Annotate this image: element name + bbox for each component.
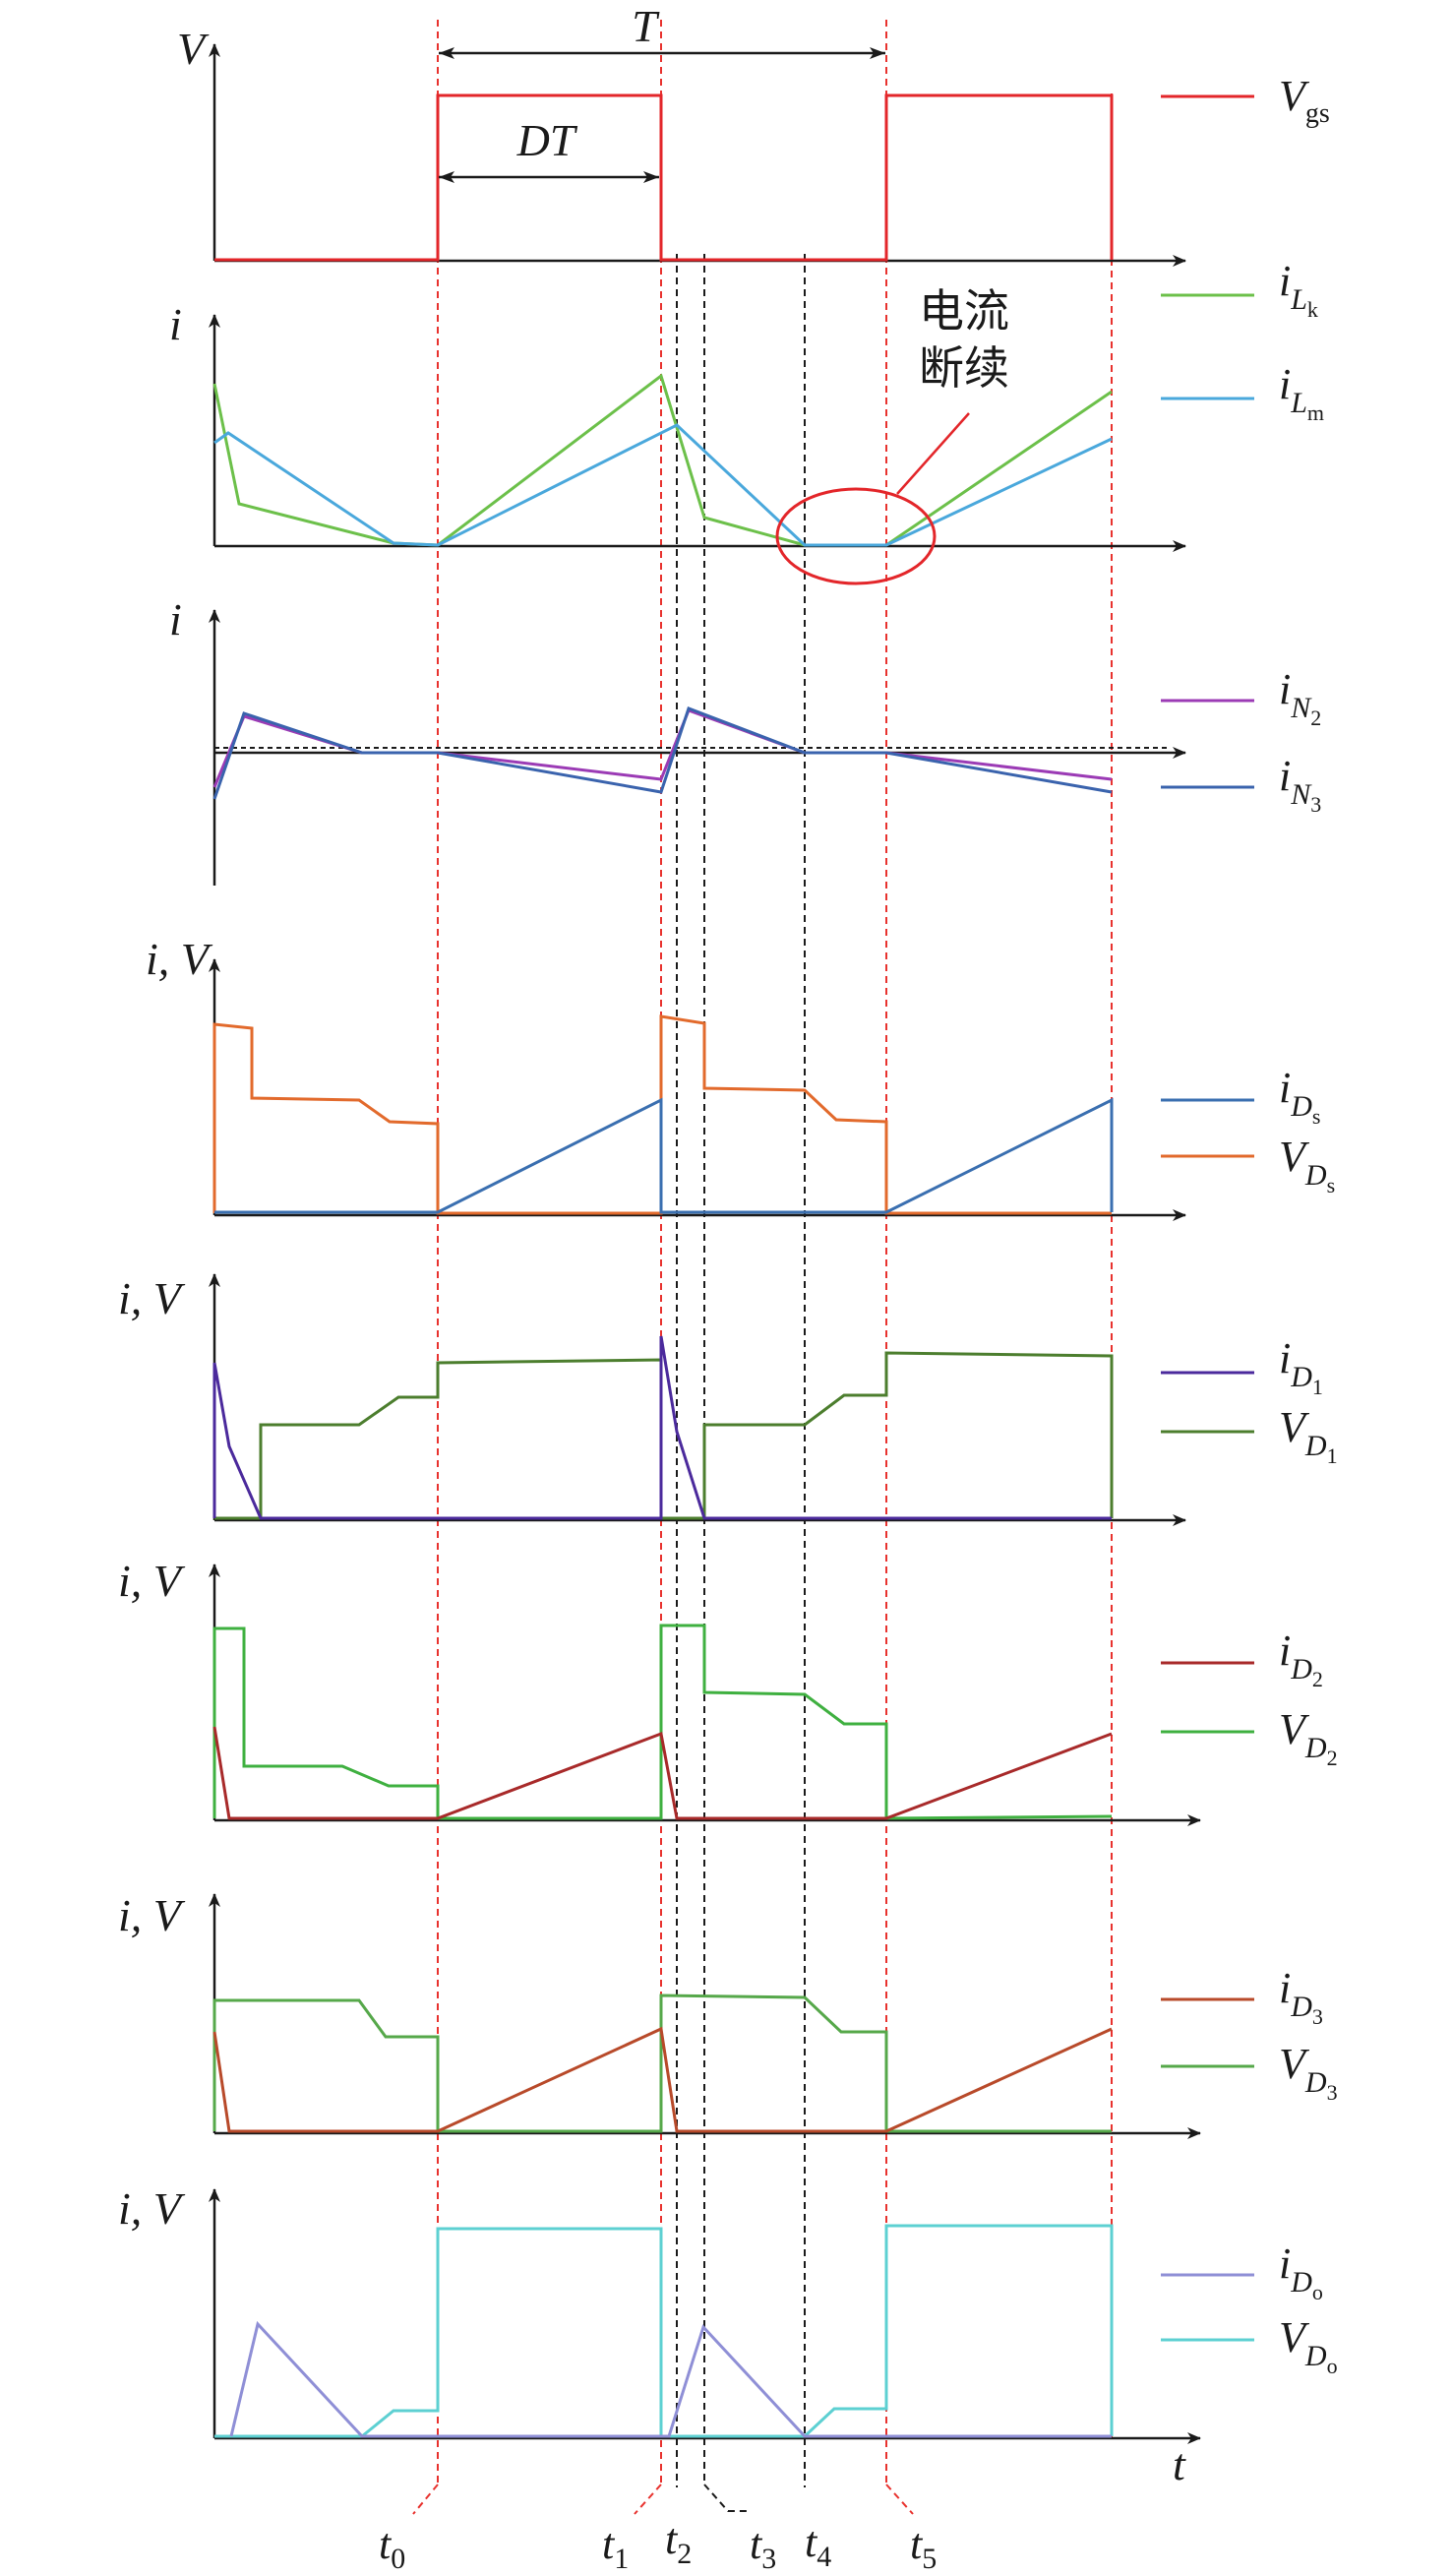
legend-id3: iD3 <box>1161 1964 1323 2029</box>
trace-in3 <box>212 706 1113 800</box>
marker-t5: t5 <box>910 2520 937 2571</box>
legend-label: VD1 <box>1279 1403 1338 1468</box>
axis-label-iv: i, V <box>118 1890 186 1940</box>
marker-t0: t0 <box>379 2520 405 2571</box>
axis-label-iv: i, V <box>118 1556 186 1606</box>
legend-label: Vgs <box>1279 72 1330 129</box>
legend-label: iLm <box>1279 360 1324 425</box>
panel-diode-d1: i, V <box>118 1273 1186 1526</box>
axis-label-iv: i, V <box>118 1273 186 1323</box>
legend-ids: iDs <box>1161 1064 1320 1129</box>
trace-ido <box>229 2320 1112 2438</box>
dcm-label-line2: 断续 <box>919 341 1009 395</box>
dcm-callout-leader <box>896 412 970 495</box>
legend-ido: iDo <box>1161 2239 1323 2304</box>
legend-id1: iD1 <box>1161 1334 1323 1399</box>
panel-diode-d3: i, V <box>118 1890 1201 2139</box>
guide-t3-leader <box>703 2484 748 2512</box>
trace-vdo <box>214 2224 1114 2438</box>
legend-vdo: VDo <box>1161 2313 1338 2378</box>
legend-vd3: VD3 <box>1161 2040 1338 2105</box>
marker-t3: t3 <box>750 2520 776 2571</box>
legend-in3: iN3 <box>1161 752 1321 817</box>
panel-diode-d2: i, V <box>118 1556 1201 1826</box>
marker-t2: t2 <box>665 2515 692 2570</box>
legend-label: VD3 <box>1279 2040 1338 2105</box>
trace-vgs <box>214 93 1114 262</box>
axis-label-i: i <box>169 594 182 644</box>
legend-in2: iN2 <box>1161 665 1321 730</box>
axis-label-iv: i, V <box>118 2183 186 2234</box>
trace-id2 <box>212 1726 1113 1820</box>
panel-winding-current: i <box>169 594 1186 886</box>
legend-label: VDs <box>1279 1133 1335 1197</box>
marker-t4: t4 <box>805 2518 831 2571</box>
legend-label: VD2 <box>1279 1705 1338 1770</box>
legend-id2: iD2 <box>1161 1626 1323 1691</box>
trace-vd3 <box>212 1993 1112 2133</box>
trace-id1 <box>212 1335 1112 1520</box>
legend-vgs: Vgs <box>1161 72 1330 129</box>
marker-t1: t1 <box>602 2520 629 2571</box>
trace-ilm <box>213 423 1113 547</box>
legend-label: iD2 <box>1279 1626 1323 1691</box>
legend-label: iDs <box>1279 1064 1320 1129</box>
panel-magnetizing-current: i 电流 断续 <box>169 284 1186 585</box>
trace-id3 <box>212 2026 1113 2133</box>
dcm-label-line1: 电流 <box>919 284 1009 337</box>
dcm-highlight-ellipse <box>775 487 937 585</box>
legends: Vgs iLk iLm iN2 iN3 iDs VDs <box>1161 72 1338 2378</box>
legend-label: iN2 <box>1279 665 1321 730</box>
legend-vds: VDs <box>1161 1133 1335 1197</box>
duty-label: DT <box>516 115 578 165</box>
trace-vds <box>212 1014 1112 1215</box>
trace-vd2 <box>212 1624 1113 1820</box>
axis-label-i: i <box>169 299 182 349</box>
legend-label: iN3 <box>1279 752 1321 817</box>
period-label: T <box>632 1 660 51</box>
axis-label-v: V <box>177 24 210 74</box>
legend-label: iLk <box>1279 257 1318 322</box>
legend-label: iD1 <box>1279 1334 1323 1399</box>
time-axis-label: t <box>1173 2439 1186 2489</box>
timing-guides <box>412 20 1113 2515</box>
panel-switch: i, V <box>146 934 1186 1221</box>
legend-label: iDo <box>1279 2239 1323 2304</box>
legend-ilk: iLk <box>1161 257 1318 322</box>
trace-ids <box>214 1097 1114 1214</box>
panel-output-diode: i, V t <box>118 2183 1201 2489</box>
time-markers: t0 t1 t2 t3 t4 t5 <box>379 2515 937 2575</box>
guide-t5-leader <box>885 2484 914 2515</box>
guide-t0-leader <box>412 2484 439 2515</box>
guide-t1-leader <box>634 2484 662 2515</box>
legend-ilm: iLm <box>1161 360 1324 425</box>
axis-label-iv: i, V <box>146 934 213 984</box>
legend-label: VDo <box>1279 2313 1338 2378</box>
legend-vd1: VD1 <box>1161 1403 1338 1468</box>
trace-vd1 <box>214 1351 1114 1520</box>
trace-ilk <box>212 373 1113 547</box>
panel-vgs: V T DT <box>177 1 1186 267</box>
legend-vd2: VD2 <box>1161 1705 1338 1770</box>
legend-label: iD3 <box>1279 1964 1323 2029</box>
